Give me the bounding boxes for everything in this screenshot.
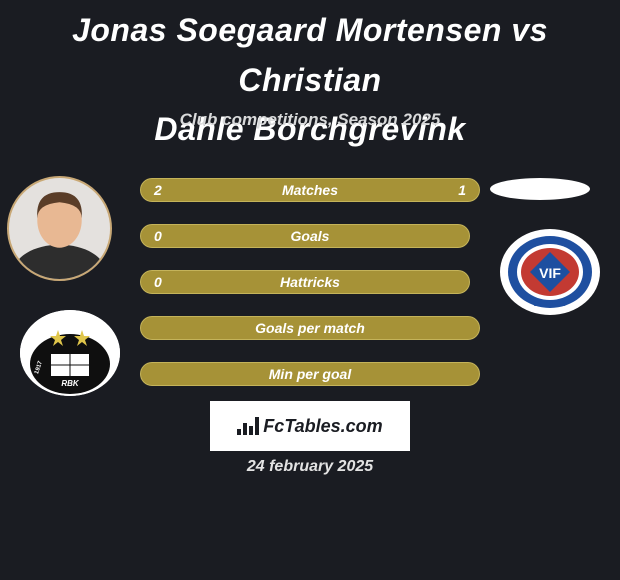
comparison-card: Jonas Soegaard Mortensen vs Christian Da… xyxy=(0,0,620,580)
stat-row-min-per-goal: Min per goal xyxy=(140,362,480,386)
title-line-1: Jonas Soegaard Mortensen vs Christian xyxy=(72,12,548,98)
page-title: Jonas Soegaard Mortensen vs Christian Da… xyxy=(0,0,620,155)
stat-row-goals-per-match: Goals per match xyxy=(140,316,480,340)
stat-value-right: 1 xyxy=(458,178,466,202)
club2-bottom-text: 29·7·1913 xyxy=(534,301,566,308)
player1-photo xyxy=(7,176,112,281)
stat-bars: 2 Matches 1 0 Goals 0 Hattricks Goals pe… xyxy=(140,178,480,408)
brand-chart-icon xyxy=(237,417,259,435)
brand-suffix: Tables.com xyxy=(284,416,382,436)
club2-name-text: VIF xyxy=(539,265,561,281)
footer-date: 24 february 2025 xyxy=(0,458,620,476)
brand-text: FcTables.com xyxy=(263,416,382,437)
brand-box: FcTables.com xyxy=(210,401,410,451)
club1-name-text: RBK xyxy=(61,379,80,388)
subtitle: Club competitions, Season 2025 xyxy=(0,110,620,130)
stat-label: Matches xyxy=(140,178,480,202)
player2-indicator-ellipse xyxy=(490,178,590,200)
stat-row-hattricks: 0 Hattricks xyxy=(140,270,480,294)
stat-row-matches: 2 Matches 1 xyxy=(140,178,480,202)
stat-label: Goals xyxy=(140,224,480,248)
club2-top-text: STIFTET xyxy=(532,239,567,246)
stat-row-goals: 0 Goals xyxy=(140,224,480,248)
stat-label: Goals per match xyxy=(140,316,480,340)
player1-club-badge: RBK 1917 xyxy=(20,310,120,396)
stat-label: Min per goal xyxy=(140,362,480,386)
stat-label: Hattricks xyxy=(140,270,480,294)
player2-club-badge: VIF STIFTET 29·7·1913 xyxy=(500,229,600,315)
brand-prefix: Fc xyxy=(263,416,284,436)
